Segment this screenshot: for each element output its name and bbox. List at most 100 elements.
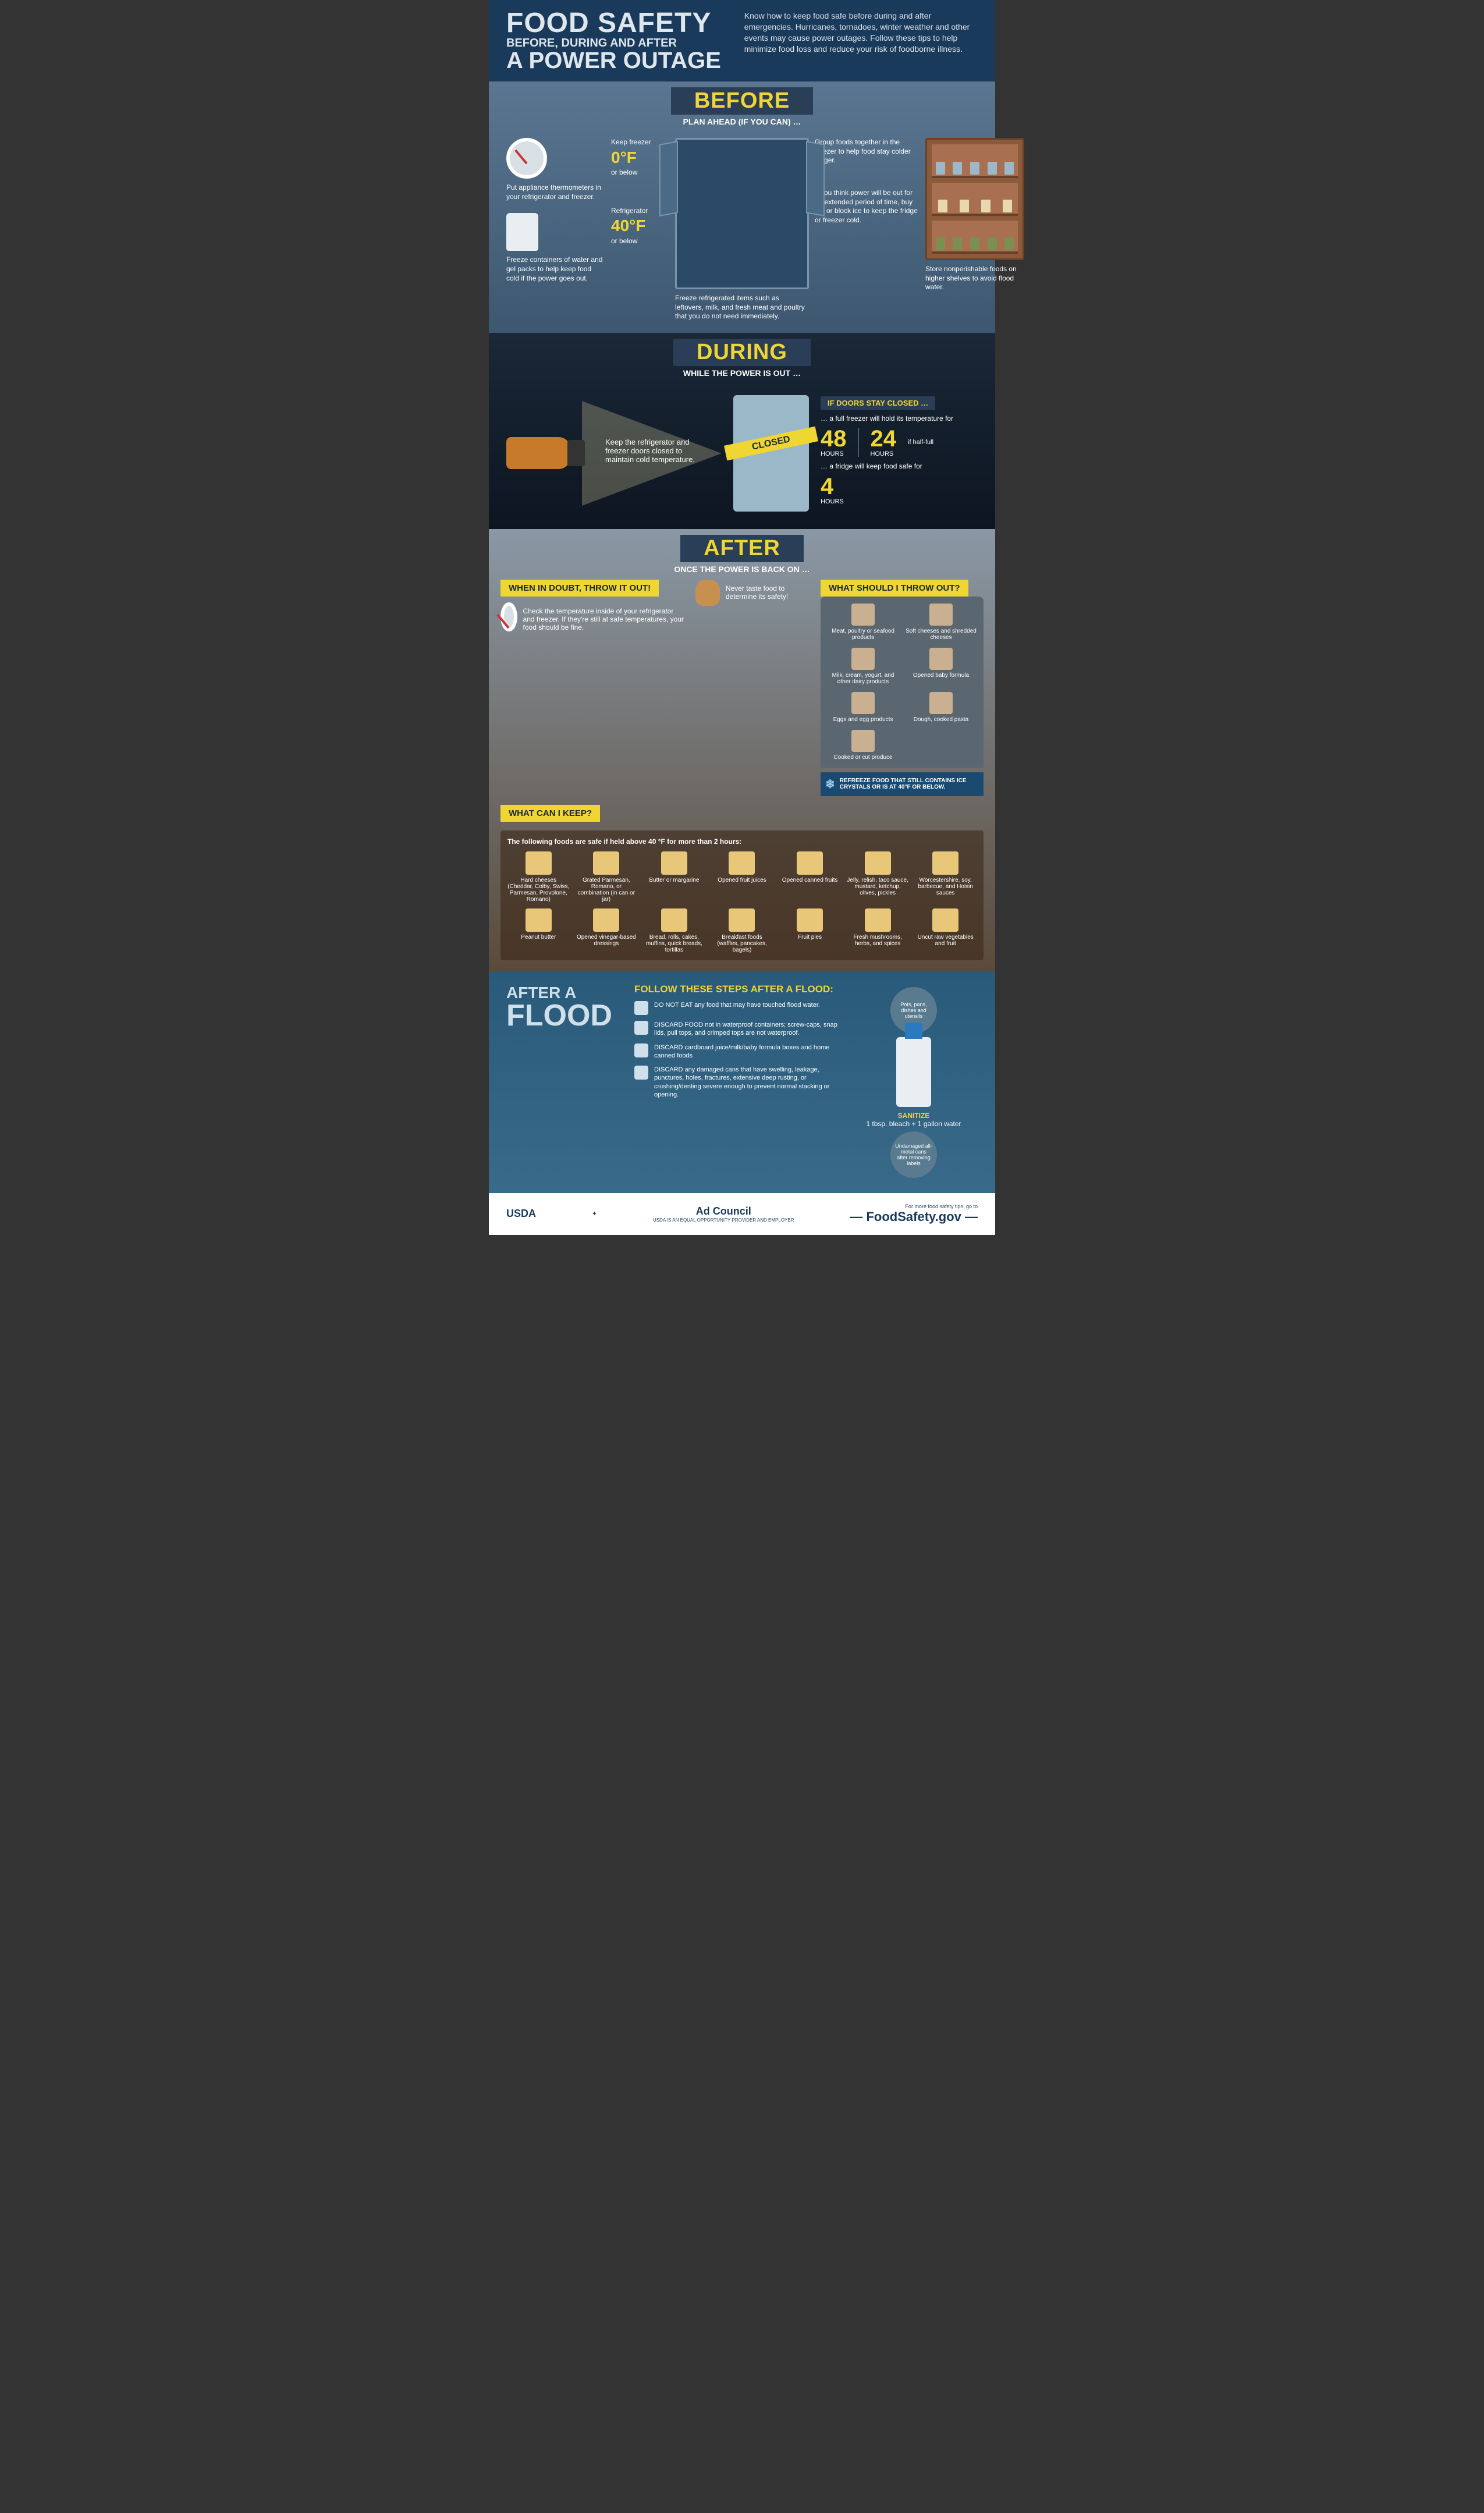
food-icon xyxy=(851,730,875,752)
flood-section: AFTER A FLOOD FOLLOW THESE STEPS AFTER A… xyxy=(489,972,995,1193)
keep-item-label: Butter or margarine xyxy=(643,877,705,883)
after-sub: ONCE THE POWER IS BACK ON … xyxy=(500,565,984,574)
fridge-below: or below xyxy=(611,237,669,246)
food-icon xyxy=(797,908,823,932)
closed-fridge-icon: CLOSED xyxy=(733,395,809,512)
keep-item-label: Grated Parmesan, Romano, or combination … xyxy=(576,877,638,903)
doubt-banner: WHEN IN DOUBT, THROW IT OUT! xyxy=(500,580,659,597)
water-jug-icon xyxy=(506,213,538,251)
keep-item: Fresh mushrooms, herbs, and spices xyxy=(847,908,909,953)
flood-step: DO NOT EAT any food that may have touche… xyxy=(634,1001,838,1015)
keep-item: Fruit pies xyxy=(779,908,841,953)
throw-item: Meat, poultry or seafood products xyxy=(828,604,899,641)
infographic-page: FOOD SAFETY BEFORE, DURING AND AFTER A P… xyxy=(489,0,995,1235)
thermometer-icon-2 xyxy=(500,602,517,631)
eoe-text: USDA IS AN EQUAL OPPORTUNITY PROVIDER AN… xyxy=(653,1218,794,1223)
bubble-2: Undamaged all-metal cans after removing … xyxy=(890,1131,937,1178)
keep-item: Uncut raw vegetables and fruit xyxy=(914,908,977,953)
footer: USDA ✦ Ad Council USDA IS AN EQUAL OPPOR… xyxy=(489,1193,995,1235)
keep-item: Jelly, relish, taco sauce, mustard, ketc… xyxy=(847,851,909,903)
throw-item-label: Cooked or cut produce xyxy=(828,754,899,761)
never-taste-text: Never taste food to determine its safety… xyxy=(726,584,812,601)
foodsafety-link[interactable]: — FoodSafety.gov — xyxy=(850,1209,978,1224)
before-sub: PLAN AHEAD (IF YOU CAN) … xyxy=(506,117,978,126)
hours-24: 24 xyxy=(871,427,897,450)
step-text: DISCARD any damaged cans that have swell… xyxy=(654,1066,838,1099)
title-block: FOOD SAFETY BEFORE, DURING AND AFTER A P… xyxy=(506,10,733,71)
keep-item: Worcestershire, soy, barbecue, and Hoisi… xyxy=(914,851,977,903)
throw-item: Dough, cooked pasta xyxy=(906,692,977,723)
keep-item-label: Fruit pies xyxy=(779,934,841,940)
keep-item: Peanut butter xyxy=(507,908,570,953)
throw-col: WHAT SHOULD I THROW OUT? Meat, poultry o… xyxy=(821,580,984,796)
turkey-icon xyxy=(695,580,720,606)
keep-item-label: Breakfast foods (waffles, pancakes, bage… xyxy=(711,934,773,953)
keep-item: Butter or margarine xyxy=(643,851,705,903)
header: FOOD SAFETY BEFORE, DURING AND AFTER A P… xyxy=(489,0,995,81)
keep-item-label: Peanut butter xyxy=(507,934,570,940)
food-icon xyxy=(929,692,953,714)
hours-lbl2: HOURS xyxy=(871,450,897,457)
flood-steps-title: FOLLOW THESE STEPS AFTER A FLOOD: xyxy=(634,984,838,995)
keep-item: Hard cheeses (Cheddar, Colby, Swiss, Par… xyxy=(507,851,570,903)
during-heading: DURING xyxy=(673,339,811,366)
sanitize-area: Pots, pans, dishes and utensils SANITIZE… xyxy=(850,984,978,1181)
tip-thermo-text: Put appliance thermometers in your refri… xyxy=(506,183,605,201)
tip-thermo: Put appliance thermometers in your refri… xyxy=(506,138,605,321)
title-line1: FOOD SAFETY xyxy=(506,10,733,36)
hhs-logo: ✦ xyxy=(592,1210,597,1218)
throw-item-label: Milk, cream, yogurt, and other dairy pro… xyxy=(828,672,899,685)
food-icon xyxy=(729,908,755,932)
before-section: BEFORE PLAN AHEAD (IF YOU CAN) … Put app… xyxy=(489,81,995,333)
throw-item: Eggs and egg products xyxy=(828,692,899,723)
food-icon xyxy=(661,908,687,932)
keep-item-label: Opened vinegar-based dressings xyxy=(576,934,638,947)
keep-item: Opened canned fruits xyxy=(779,851,841,903)
food-icon xyxy=(526,908,552,932)
keep-item-label: Jelly, relish, taco sauce, mustard, ketc… xyxy=(847,877,909,896)
step-icon xyxy=(634,1043,648,1057)
refreeze-banner: ❄ REFREEZE FOOD THAT STILL CONTAINS ICE … xyxy=(821,772,984,796)
check-temp-text: Check the temperature inside of your ref… xyxy=(523,607,687,631)
keep-item-label: Fresh mushrooms, herbs, and spices xyxy=(847,934,909,947)
food-icon xyxy=(929,604,953,626)
usda-logo: USDA xyxy=(506,1208,536,1220)
food-icon xyxy=(851,604,875,626)
keep-item: Opened vinegar-based dressings xyxy=(576,908,638,953)
food-icon xyxy=(661,851,687,875)
food-icon xyxy=(851,648,875,670)
tip-dry-ice: If you think power will be out for an ex… xyxy=(815,189,919,225)
keep-item-label: Opened fruit juices xyxy=(711,877,773,883)
keep-item-label: Opened canned fruits xyxy=(779,877,841,883)
tip-shelves: Store nonperishable foods on higher shel… xyxy=(925,138,1024,321)
tip-group: Group foods together in the freezer to h… xyxy=(815,138,919,165)
spray-bottle-icon xyxy=(896,1037,931,1107)
flashlight-area: Keep the refrigerator and freezer doors … xyxy=(506,395,978,512)
shelf-icon xyxy=(925,138,1024,260)
keep-item: Breakfast foods (waffles, pancakes, bage… xyxy=(711,908,773,953)
fridge-temp: 40°F xyxy=(611,215,669,236)
throw-item-label: Opened baby formula xyxy=(906,672,977,679)
throw-item: Soft cheeses and shredded cheeses xyxy=(906,604,977,641)
more-tips: For more food safety tips, go to xyxy=(850,1204,978,1209)
food-icon xyxy=(593,908,619,932)
keep-closed-text: Keep the refrigerator and freezer doors … xyxy=(605,438,710,464)
ad-council-logo: Ad Council xyxy=(653,1205,794,1218)
keep-intro: The following foods are safe if held abo… xyxy=(507,837,977,846)
keep-item-label: Uncut raw vegetables and fruit xyxy=(914,934,977,947)
before-heading: BEFORE xyxy=(671,87,813,115)
food-icon xyxy=(865,908,891,932)
keep-banner: WHAT CAN I KEEP? xyxy=(500,805,600,822)
throw-item-label: Meat, poultry or seafood products xyxy=(828,628,899,641)
step-text: DISCARD cardboard juice/milk/baby formul… xyxy=(654,1043,838,1060)
during-sub: WHILE THE POWER IS OUT … xyxy=(506,368,978,378)
food-icon xyxy=(851,692,875,714)
tip-fridge: Freeze refrigerated items such as leftov… xyxy=(675,138,809,321)
doors-banner: IF DOORS STAY CLOSED … xyxy=(821,396,935,410)
after-top: WHEN IN DOUBT, THROW IT OUT! Check the t… xyxy=(500,580,984,796)
after-heading: AFTER xyxy=(680,535,804,562)
fridge-pre: … a fridge will keep food safe for xyxy=(821,462,953,470)
during-right: IF DOORS STAY CLOSED … … a full freezer … xyxy=(821,396,953,510)
throw-item: Opened baby formula xyxy=(906,648,977,685)
food-icon xyxy=(865,851,891,875)
